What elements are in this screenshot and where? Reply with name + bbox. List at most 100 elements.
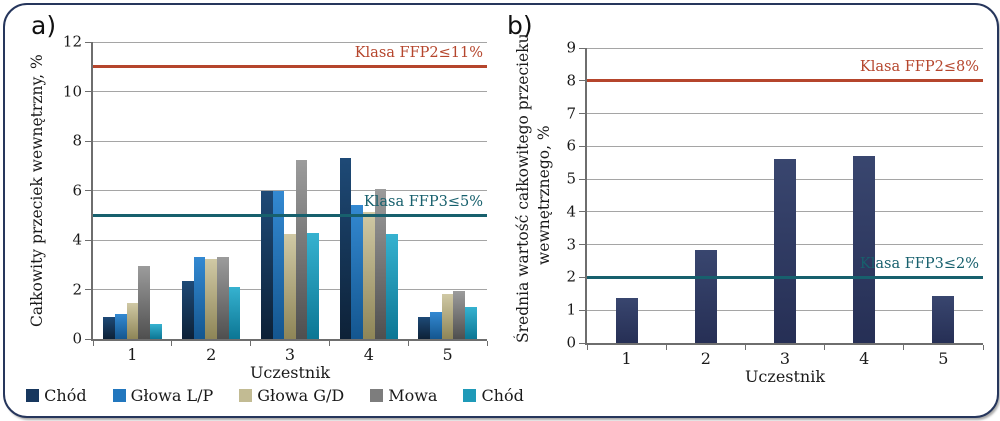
reference-line: [93, 213, 487, 217]
x-tick-label: 1: [621, 349, 632, 368]
legend-label: Chód: [481, 386, 524, 405]
reference-line-label: Klasa FFP2≤8%: [859, 59, 979, 76]
bar: [351, 205, 363, 339]
y-tick-label: 1: [566, 300, 576, 319]
x-tick-label: 1: [127, 345, 138, 364]
y-tick-label: 2: [72, 280, 82, 298]
y-tick-label: 3: [566, 235, 576, 254]
bar: [228, 287, 241, 339]
bar: [362, 211, 375, 339]
y-tick-label: 8: [72, 131, 82, 150]
x-tick-label: 3: [284, 345, 296, 364]
bar: [430, 311, 442, 339]
y-axis-tick: [579, 113, 585, 115]
chart-b-y-axis-label-line2: wewnętrznego, %: [534, 125, 553, 266]
bar: [149, 324, 162, 339]
x-axis-tick: [586, 345, 588, 350]
y-axis-tick: [85, 41, 91, 43]
legend-label: Mowa: [388, 386, 438, 405]
x-axis-tick: [744, 345, 746, 350]
bar: [260, 190, 273, 339]
x-tick-label: 4: [859, 349, 870, 368]
bar: [103, 316, 115, 339]
reference-line: [587, 79, 983, 83]
y-axis-tick: [85, 239, 91, 241]
legend-item: Chód: [463, 386, 524, 405]
gridline: [587, 113, 983, 115]
chart-b-y-axis-label-line1: Średnia wartość całkowitego przecieku: [514, 33, 532, 343]
y-axis-tick: [579, 80, 585, 82]
chart-a-legend: Chód Głowa L/P Głowa G/D Mowa Chód: [26, 386, 524, 405]
reference-line: [587, 275, 983, 279]
chart-a-x-axis-label: Uczestnik: [249, 363, 331, 382]
y-tick-label: 8: [566, 71, 576, 90]
x-axis-tick: [824, 345, 826, 350]
legend-label: Głowa G/D: [257, 386, 345, 405]
figure-panel: a) b) Całkowity przeciek wewnętrzny, % Ś…: [3, 3, 999, 418]
chart-a-y-axis-label: Całkowity przeciek wewnętrzny, %: [27, 42, 48, 339]
bar: [284, 233, 296, 339]
legend-item: Głowa G/D: [239, 386, 344, 405]
legend-label: Chód: [44, 386, 87, 405]
panel-b-label: b): [507, 11, 533, 40]
bar: [374, 189, 387, 339]
panel-a-label: a): [31, 11, 57, 40]
gridline: [93, 140, 487, 142]
legend-swatch-icon: [370, 389, 384, 402]
x-axis-tick: [903, 345, 905, 350]
y-axis-tick: [85, 140, 91, 142]
chart-b-x-axis-label: Uczestnik: [744, 367, 826, 386]
x-tick-label: 5: [938, 349, 949, 368]
legend-label: Głowa L/P: [130, 386, 214, 405]
y-axis-tick: [85, 289, 91, 290]
reference-line: [93, 65, 487, 69]
gridline: [93, 190, 487, 191]
chart-a-y-axis-label-line: Całkowity przeciek wewnętrzny, %: [28, 54, 46, 327]
y-tick-label: 10: [62, 82, 82, 100]
chart-b-y-axis-label: Średnia wartość całkowitego przecieku we…: [513, 33, 555, 343]
y-tick-label: 4: [72, 230, 82, 249]
gridline: [93, 91, 487, 92]
x-axis-tick: [407, 341, 409, 346]
y-axis-tick: [85, 91, 91, 92]
y-tick-label: 6: [72, 181, 82, 199]
bar: [694, 249, 717, 343]
legend-swatch-icon: [239, 389, 253, 402]
x-tick-label: 3: [779, 349, 791, 368]
y-axis-tick: [579, 47, 585, 49]
y-tick-label: 5: [566, 169, 576, 188]
x-axis-tick: [486, 341, 488, 346]
y-axis-tick: [579, 244, 585, 246]
y-axis-tick: [579, 178, 585, 180]
y-tick-label: 0: [72, 329, 82, 348]
bar: [205, 258, 218, 339]
reference-line-label: Klasa FFP3≤2%: [859, 255, 979, 272]
legend-item: Chód: [26, 386, 87, 405]
y-axis-tick: [579, 211, 585, 213]
bar: [114, 314, 127, 339]
x-axis-tick: [171, 341, 173, 346]
bar: [138, 266, 150, 339]
x-tick-label: 2: [206, 345, 217, 364]
x-axis-tick: [328, 341, 330, 346]
bar: [182, 280, 194, 339]
y-tick-label: 7: [566, 104, 576, 123]
bar: [386, 233, 398, 339]
y-tick-label: 0: [566, 333, 576, 352]
y-axis-tick: [579, 276, 585, 278]
legend-swatch-icon: [26, 389, 40, 402]
bar: [615, 297, 638, 343]
bar: [853, 156, 876, 343]
bar: [453, 290, 466, 339]
x-tick-label: 2: [700, 349, 711, 368]
y-tick-label: 4: [566, 202, 576, 221]
chart-b-plot-area: Uczestnik 0 1 2 3 4 5 6 7 8 9 1 2 3 4 5 Klasa FFP2≤8% Kl…: [566, 40, 984, 385]
y-axis-tick: [579, 309, 585, 311]
x-axis-tick: [982, 345, 984, 350]
legend-swatch-icon: [112, 389, 126, 402]
y-tick-label: 6: [566, 136, 576, 155]
bar: [418, 316, 431, 339]
y-tick-label: 9: [566, 38, 576, 57]
y-tick-label: 2: [566, 267, 576, 286]
bar: [441, 294, 454, 339]
